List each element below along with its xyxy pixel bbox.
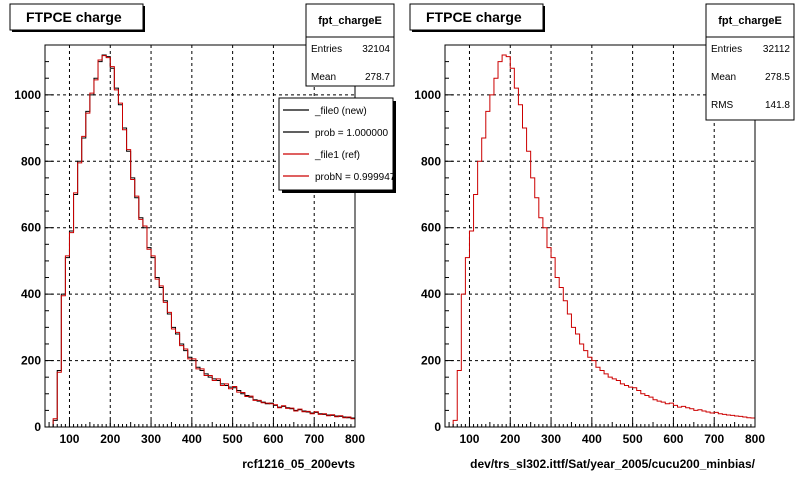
stats-value: 141.8 <box>765 100 790 111</box>
x-axis-caption: dev/trs_sl302.ittf/Sat/year_2005/cucu200… <box>470 457 755 471</box>
stats-label: Entries <box>711 44 742 55</box>
title-box <box>409 3 544 31</box>
legend-label: _file1 (ref) <box>314 150 360 161</box>
x-tick-label: 300 <box>141 432 161 446</box>
stats-label: Entries <box>311 44 342 55</box>
y-tick-label: 1000 <box>414 88 441 102</box>
x-tick-label: 600 <box>663 432 683 446</box>
stats-value: 32112 <box>763 44 791 55</box>
legend-label: _file0 (new) <box>314 106 367 117</box>
x-tick-label: 700 <box>304 432 324 446</box>
stats-value: 278.7 <box>365 72 390 83</box>
stats-box <box>705 3 795 121</box>
y-tick-label: 0 <box>434 420 441 434</box>
x-tick-label: 800 <box>345 432 365 446</box>
histogram-series-2 <box>45 55 355 428</box>
x-tick-label: 300 <box>541 432 561 446</box>
histogram-series-1 <box>445 54 755 428</box>
x-tick-label: 400 <box>182 432 202 446</box>
x-tick-label: 700 <box>704 432 724 446</box>
stats-label: Mean <box>711 72 736 83</box>
y-tick-label: 400 <box>421 287 441 301</box>
y-tick-label: 800 <box>21 154 41 168</box>
x-tick-label: 600 <box>263 432 283 446</box>
y-tick-label: 1000 <box>14 88 41 102</box>
x-tick-label: 200 <box>100 432 120 446</box>
chart-title: FTPCE charge <box>426 9 522 25</box>
stats-value: 278.5 <box>765 72 790 83</box>
y-tick-label: 400 <box>21 287 41 301</box>
x-tick-label: 400 <box>582 432 602 446</box>
chart-panel-1: 100 200 300 400 500 600 700 800 0 200 400 600 800 100… <box>9 3 396 471</box>
stats-value: 32104 <box>362 44 390 55</box>
legend-label: prob = 1.000000 <box>315 128 389 139</box>
x-tick-label: 100 <box>59 432 79 446</box>
stats-name: fpt_chargeE <box>318 15 382 27</box>
legend-label: probN = 0.999947 <box>315 172 396 183</box>
stats-label: Mean <box>311 72 336 83</box>
y-tick-label: 200 <box>21 354 41 368</box>
x-tick-label: 100 <box>459 432 479 446</box>
legend-box <box>278 97 394 191</box>
stats-name: fpt_chargeE <box>718 15 782 27</box>
chart-title: FTPCE charge <box>26 9 122 25</box>
y-tick-label: 600 <box>21 221 41 235</box>
x-tick-label: 500 <box>623 432 643 446</box>
y-tick-label: 0 <box>34 420 41 434</box>
y-tick-label: 800 <box>421 154 441 168</box>
y-tick-label: 600 <box>421 221 441 235</box>
title-box <box>9 3 144 31</box>
chart-panel-2: 100 200 300 400 500 600 700 800 0 200 400 600 800 100… <box>409 3 795 471</box>
y-tick-label: 200 <box>421 354 441 368</box>
stats-label: RMS <box>711 100 734 111</box>
legend: _file0 (new) prob = 1.000000 _file1 (ref) p… <box>278 97 396 193</box>
x-tick-label: 500 <box>223 432 243 446</box>
stats-box <box>305 3 395 87</box>
x-axis-caption: rcf1216_05_200evts <box>242 457 355 471</box>
x-tick-label: 200 <box>500 432 520 446</box>
x-tick-label: 800 <box>745 432 765 446</box>
